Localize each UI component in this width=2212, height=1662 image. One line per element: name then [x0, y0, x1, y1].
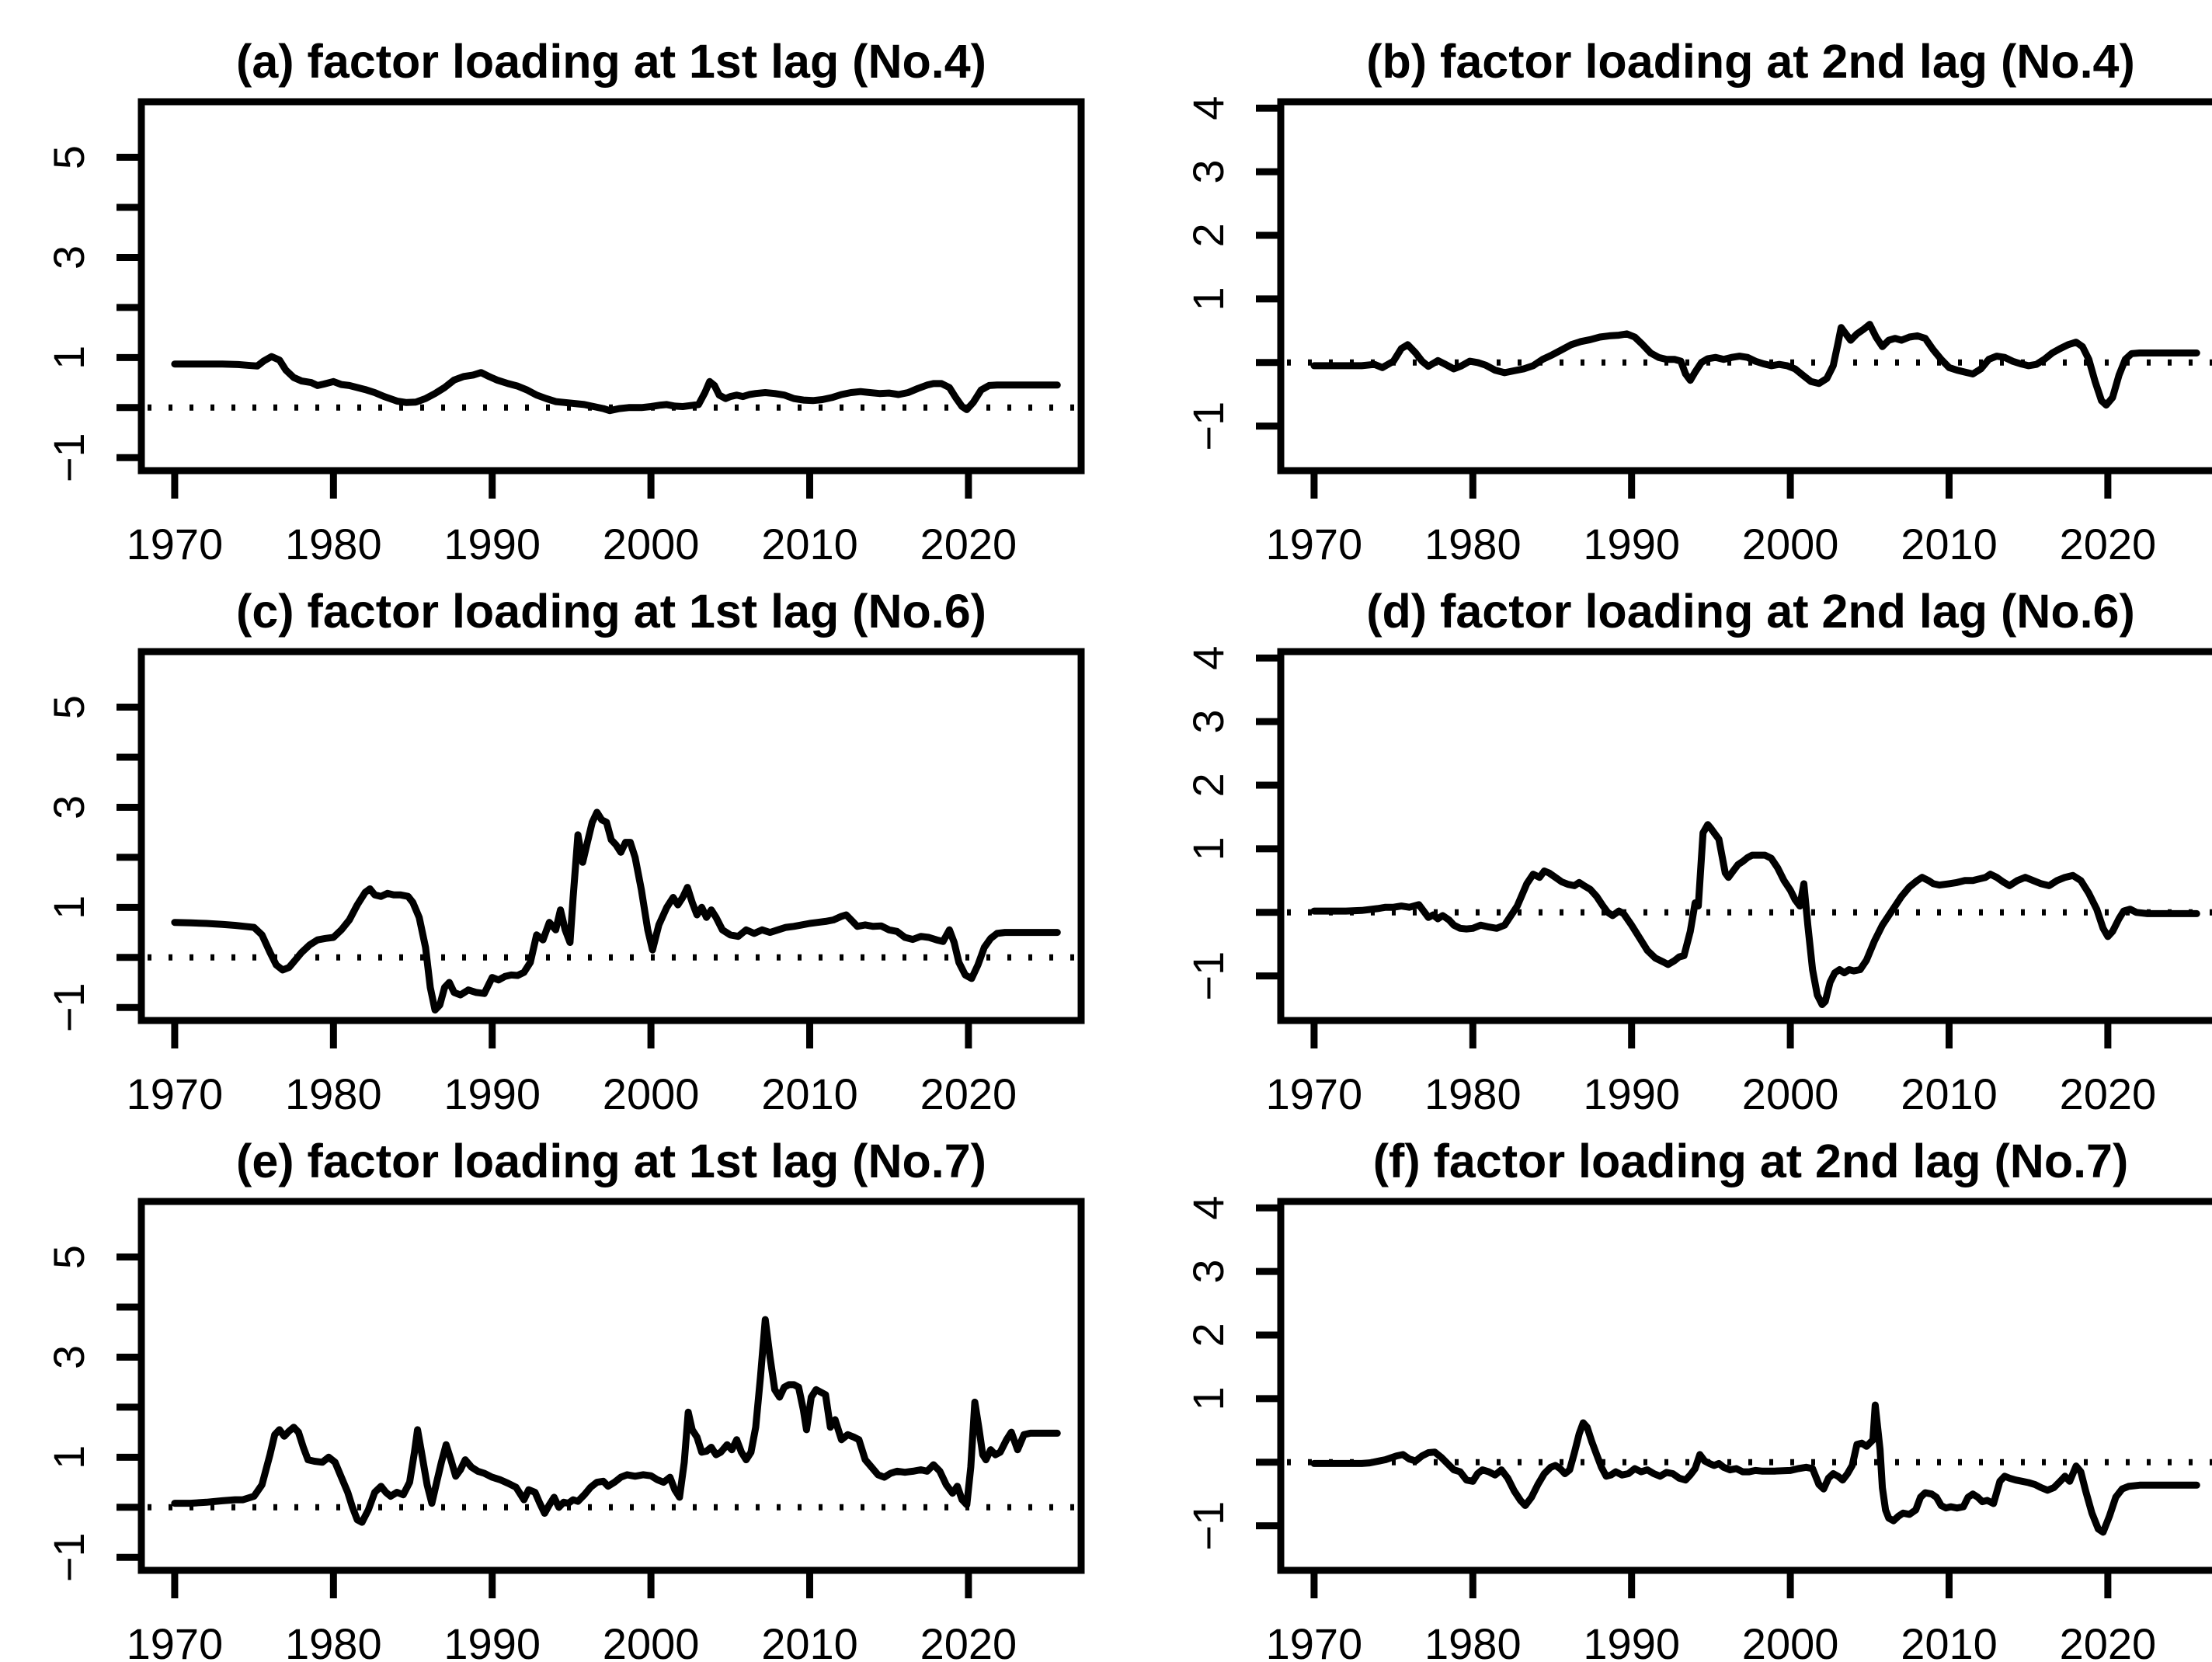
y-tick-label: −1 — [1184, 402, 1233, 451]
y-tick-label: −1 — [1184, 951, 1233, 1001]
x-tick-label: 2020 — [920, 520, 1017, 568]
y-tick-label: 1 — [44, 1445, 93, 1469]
y-tick-label: 3 — [1184, 710, 1233, 734]
series-line — [1310, 821, 2200, 1008]
x-tick-label: 2010 — [1901, 1069, 1998, 1118]
y-tick-label: 1 — [1184, 836, 1233, 861]
x-tick-label: 1980 — [285, 520, 382, 568]
x-tick-label: 2000 — [1742, 1619, 1839, 1662]
plot-box — [137, 98, 1085, 475]
y-tick-label: −1 — [1184, 1501, 1233, 1551]
x-tick-label: 1980 — [1424, 1619, 1522, 1662]
y-tick-label: −1 — [44, 1532, 93, 1582]
series-line — [171, 808, 1061, 1014]
y-tick-label: 1 — [44, 346, 93, 370]
panel-e-title: (e) factor loading at 1st lag (No.7) — [236, 1135, 986, 1187]
panel-c: (c) factor loading at 1st lag (No.6) −1 1… — [31, 562, 1137, 1118]
x-tick-label: 1980 — [1424, 520, 1522, 568]
panel-f: (f) factor loading at 2nd lag (No.7) −1 1… — [1137, 1112, 2212, 1662]
x-tick-label: 1970 — [1266, 1619, 1363, 1662]
panel-f-title: (f) factor loading at 2nd lag (No.7) — [1372, 1135, 2129, 1187]
x-tick-label: 1990 — [443, 1619, 541, 1662]
x-tick-label: 2020 — [2060, 1619, 2157, 1662]
x-tick-label: 1980 — [285, 1069, 382, 1118]
panel-a-title: (a) factor loading at 1st lag (No.4) — [236, 35, 986, 88]
x-tick-label: 2000 — [603, 1069, 700, 1118]
series-line — [1310, 321, 2200, 409]
y-tick-label: 3 — [44, 1345, 93, 1369]
y-tick-label: 1 — [1184, 287, 1233, 311]
x-tick-label: 1970 — [1266, 520, 1363, 568]
x-tick-label: 1970 — [127, 520, 224, 568]
x-tick-label: 2010 — [761, 1069, 858, 1118]
panel-a: (a) factor loading at 1st lag (No.4) −1 1… — [31, 12, 1137, 568]
y-tick-label: 3 — [1184, 1260, 1233, 1284]
x-tick-label: 2020 — [920, 1619, 1017, 1662]
plot-box — [137, 1198, 1085, 1574]
x-tick-label: 2010 — [761, 1619, 858, 1662]
x-tick-label: 2010 — [1901, 520, 1998, 568]
panel-e: (e) factor loading at 1st lag (No.7) −1 1… — [31, 1112, 1137, 1662]
x-tick-label: 1970 — [127, 1069, 224, 1118]
panel-c-title: (c) factor loading at 1st lag (No.6) — [236, 585, 986, 638]
series-line — [171, 1316, 1061, 1526]
panel-b-plot: −1 1 2 3 4 1970 1980 1990 2000 2010 2020 — [1184, 96, 2212, 568]
y-tick-label: 3 — [1184, 160, 1233, 184]
y-tick-label: 5 — [44, 695, 93, 719]
y-tick-label: 3 — [44, 245, 93, 269]
x-tick-label: 2000 — [1742, 1069, 1839, 1118]
plot-box — [1277, 648, 2212, 1024]
y-tick-label: 2 — [1184, 773, 1233, 797]
y-tick-label: 3 — [44, 795, 93, 819]
y-tick-label: 2 — [1184, 223, 1233, 247]
x-tick-label: 1990 — [443, 1069, 541, 1118]
y-tick-label: 4 — [1184, 646, 1233, 670]
x-tick-label: 2020 — [2060, 1069, 2157, 1118]
x-tick-label: 1990 — [1583, 1619, 1680, 1662]
plot-box — [137, 648, 1085, 1024]
series-line — [1310, 1401, 2200, 1536]
x-tick-label: 1980 — [285, 1619, 382, 1662]
x-tick-label: 2020 — [2060, 520, 2157, 568]
x-tick-label: 2010 — [761, 520, 858, 568]
x-tick-label: 1990 — [443, 520, 541, 568]
panel-a-plot: −1 1 3 5 1970 1980 1990 2000 2010 2020 — [44, 98, 1085, 568]
plot-box — [1277, 1198, 2212, 1574]
series-line — [171, 353, 1061, 415]
y-tick-label: 2 — [1184, 1323, 1233, 1347]
panel-d: (d) factor loading at 2nd lag (No.6) −1 1… — [1137, 562, 2212, 1118]
x-tick-label: 1970 — [127, 1619, 224, 1662]
y-tick-label: 1 — [1184, 1386, 1233, 1410]
y-tick-label: 1 — [44, 895, 93, 920]
x-tick-label: 1990 — [1583, 1069, 1680, 1118]
panel-c-plot: −1 1 3 5 1970 1980 1990 2000 2010 2020 — [44, 648, 1085, 1118]
y-tick-label: 5 — [44, 145, 93, 169]
panel-f-plot: −1 1 2 3 4 1970 1980 1990 2000 2010 2020 — [1184, 1196, 2212, 1662]
y-tick-label: 5 — [44, 1245, 93, 1269]
y-tick-label: 4 — [1184, 96, 1233, 120]
panel-b: (b) factor loading at 2nd lag (No.4) −1 1… — [1137, 12, 2212, 568]
panel-d-title: (d) factor loading at 2nd lag (No.6) — [1366, 585, 2135, 638]
panel-e-plot: −1 1 3 5 1970 1980 1990 2000 2010 2020 — [44, 1198, 1085, 1662]
x-tick-label: 2000 — [1742, 520, 1839, 568]
y-tick-label: 4 — [1184, 1196, 1233, 1220]
x-tick-label: 2020 — [920, 1069, 1017, 1118]
y-tick-label: −1 — [44, 982, 93, 1032]
x-tick-label: 2000 — [603, 1619, 700, 1662]
panel-d-plot: −1 1 2 3 4 1970 1980 1990 2000 2010 2020 — [1184, 646, 2212, 1118]
panel-b-title: (b) factor loading at 2nd lag (No.4) — [1366, 35, 2135, 88]
x-tick-label: 2010 — [1901, 1619, 1998, 1662]
y-tick-label: −1 — [44, 433, 93, 482]
x-tick-label: 1980 — [1424, 1069, 1522, 1118]
plot-box — [1277, 98, 2212, 475]
x-tick-label: 1970 — [1266, 1069, 1363, 1118]
x-tick-label: 2000 — [603, 520, 700, 568]
x-tick-label: 1990 — [1583, 520, 1680, 568]
